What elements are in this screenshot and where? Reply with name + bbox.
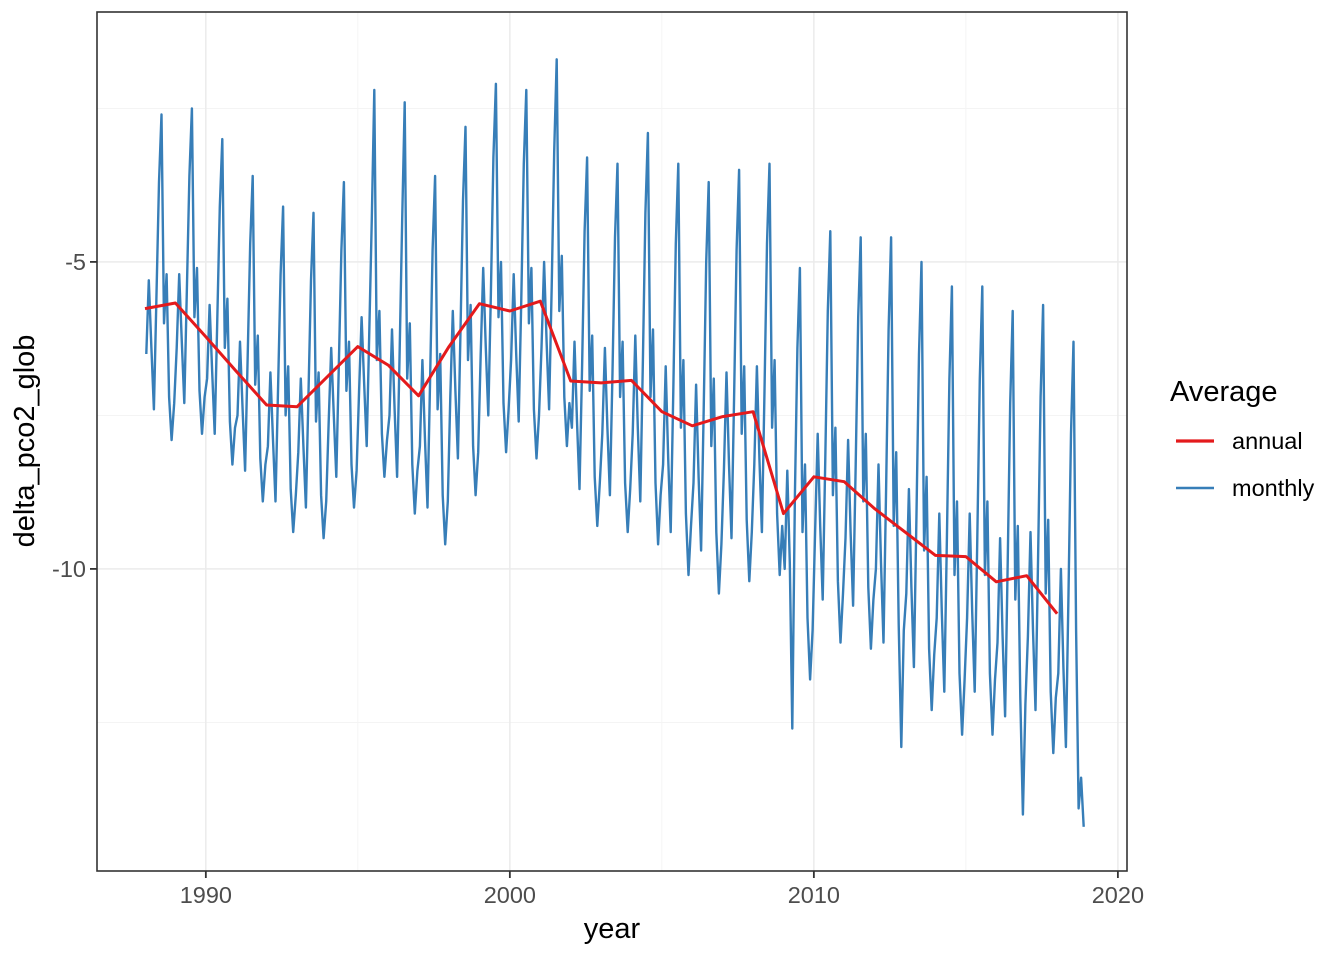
x-tick-label: 2000 xyxy=(484,882,536,908)
annual-line xyxy=(144,299,1059,615)
gridlines-major xyxy=(97,12,1127,871)
y-axis-ticks xyxy=(90,261,97,570)
x-tick-label: 1990 xyxy=(180,882,232,908)
panel-border xyxy=(96,11,1128,872)
legend: Average annual monthly xyxy=(1170,376,1315,501)
y-tick-label: -5 xyxy=(65,249,86,275)
x-tick-label: 2010 xyxy=(788,882,840,908)
x-tick-label: 2020 xyxy=(1092,882,1144,908)
y-axis-tick-labels: -5 -10 xyxy=(52,249,86,582)
monthly-line xyxy=(145,58,1085,827)
y-axis-title: delta_pco2_glob xyxy=(9,335,41,548)
legend-entry-annual: annual xyxy=(1176,428,1303,454)
x-axis-title: year xyxy=(584,913,641,945)
series-lines xyxy=(144,58,1085,827)
legend-title: Average xyxy=(1170,376,1278,408)
y-tick-label: -10 xyxy=(52,556,86,582)
x-axis-tick-labels: 1990 2000 2010 2020 xyxy=(180,882,1144,908)
legend-label-annual: annual xyxy=(1232,428,1303,454)
legend-entry-monthly: monthly xyxy=(1176,475,1315,501)
legend-label-monthly: monthly xyxy=(1232,475,1315,501)
x-axis-ticks xyxy=(204,871,1119,878)
